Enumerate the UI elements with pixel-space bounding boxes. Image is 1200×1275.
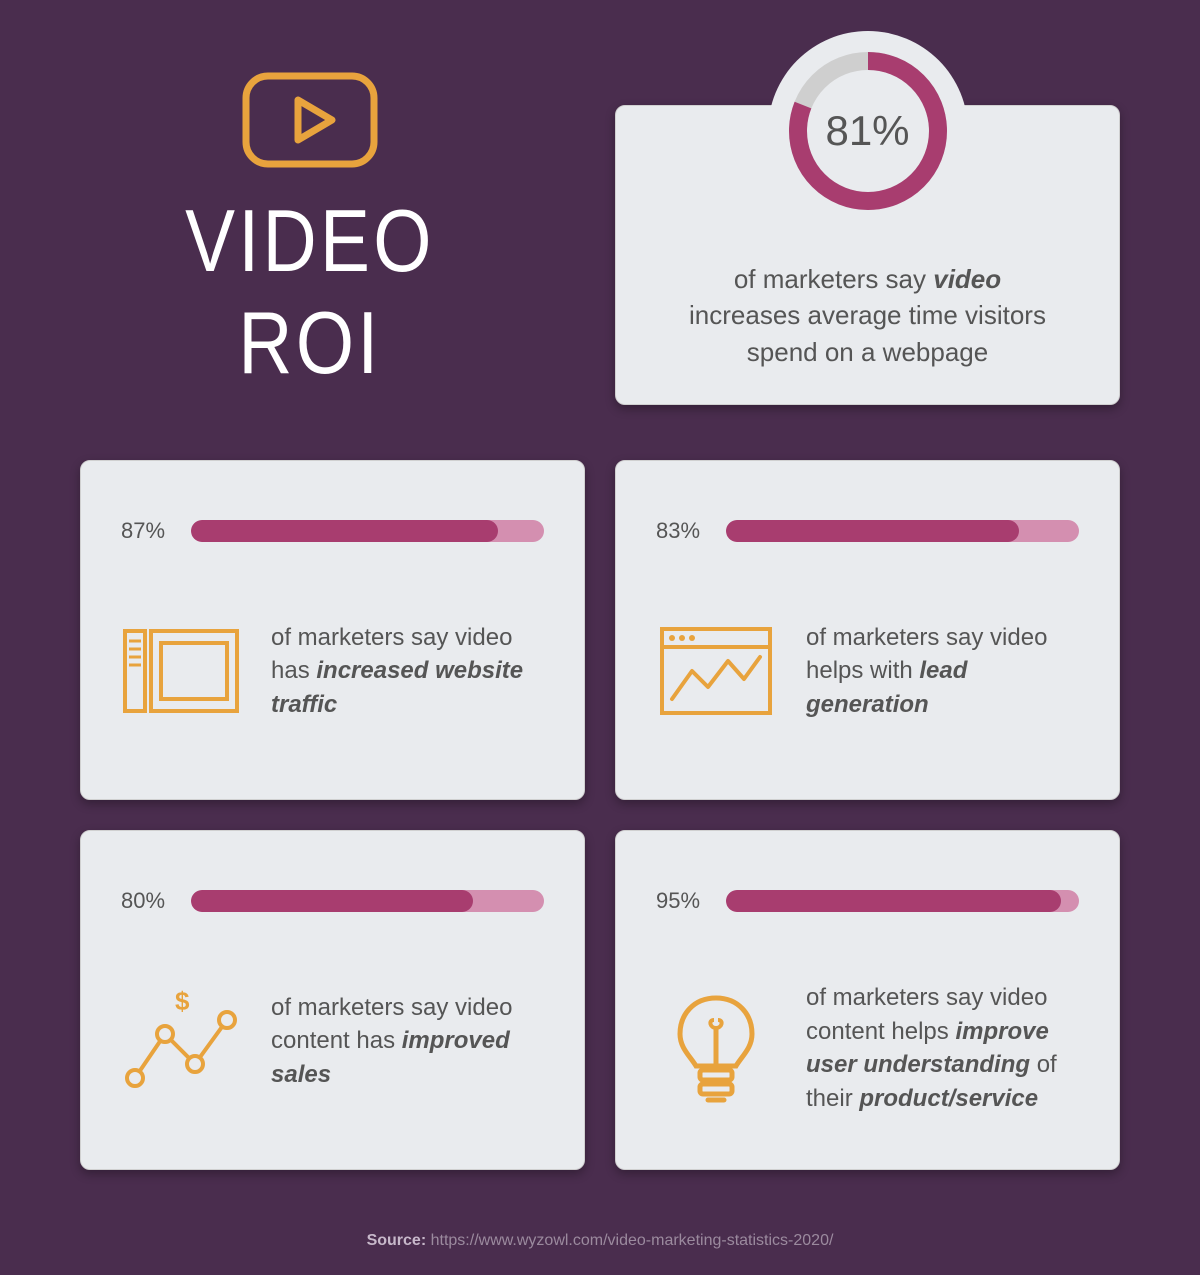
progress-fill	[191, 520, 498, 542]
stat-percent-label: 83%	[656, 518, 726, 544]
stat-text: of marketers say video has increased web…	[271, 621, 544, 722]
svg-text:$: $	[175, 986, 190, 1016]
progress-fill	[726, 520, 1019, 542]
stat-percent-label: 95%	[656, 888, 726, 914]
stat-percent-label: 80%	[121, 888, 191, 914]
stat-percent-label: 87%	[121, 518, 191, 544]
donut-text-em: video	[933, 264, 1001, 294]
progress-fill	[191, 890, 473, 912]
stat-text: of marketers say video content has impro…	[271, 991, 544, 1092]
progress-track	[726, 890, 1079, 912]
donut-text-pre: of marketers say	[734, 264, 933, 294]
lead-chart-icon	[656, 611, 776, 731]
source-label: Source:	[367, 1232, 427, 1249]
card-user-understanding: 95% of marketers say video content helps…	[615, 830, 1120, 1170]
sales-chart-icon: $	[121, 981, 241, 1101]
card-website-traffic: 87% of marketers say video has increased…	[80, 460, 585, 800]
website-icon	[121, 611, 241, 731]
donut-text: of marketers say video increases average…	[616, 261, 1119, 370]
header-block: VIDEO ROI	[80, 70, 540, 394]
source-line: Source: https://www.wyzowl.com/video-mar…	[0, 1232, 1200, 1250]
progress-track	[726, 520, 1079, 542]
stat-text: of marketers say video content helps imp…	[806, 981, 1079, 1115]
video-play-icon	[240, 70, 380, 170]
progress-track	[191, 520, 544, 542]
lightbulb-icon	[656, 988, 776, 1108]
source-url: https://www.wyzowl.com/video-marketing-s…	[431, 1232, 834, 1249]
donut-gauge: 81%	[768, 31, 968, 231]
progress-track	[191, 890, 544, 912]
card-lead-generation: 83% of marketers say video helps with le…	[615, 460, 1120, 800]
stat-text: of marketers say video helps with lead g…	[806, 621, 1079, 722]
progress-fill	[726, 890, 1061, 912]
card-donut: 81% of marketers say video increases ave…	[615, 105, 1120, 405]
donut-value-label: 81%	[825, 107, 909, 155]
donut-text-post: increases average time visitors spend on…	[689, 300, 1046, 366]
card-improved-sales: 80% $ of marketers say video content has…	[80, 830, 585, 1170]
page-title: VIDEO ROI	[115, 190, 506, 394]
